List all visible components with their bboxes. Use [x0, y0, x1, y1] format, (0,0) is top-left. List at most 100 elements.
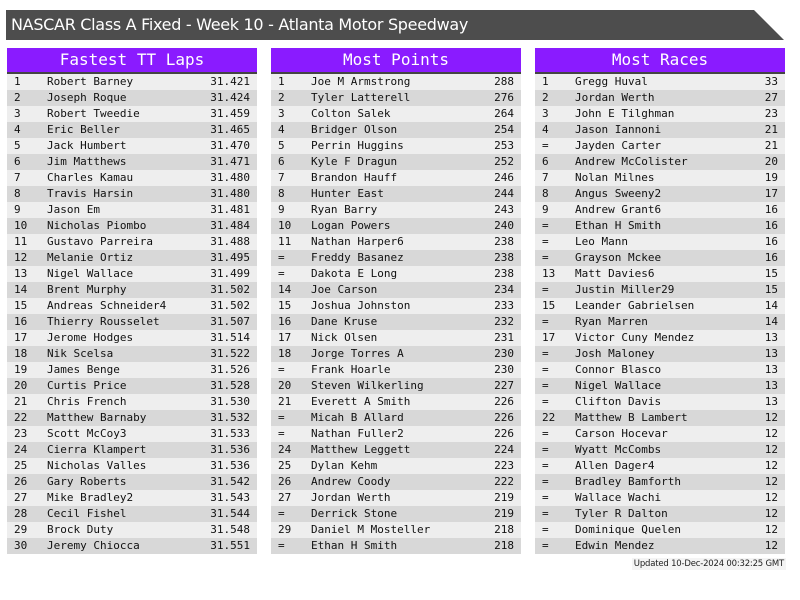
table-row: = Edwin Mendez 12 — [535, 538, 785, 554]
value-cell: 238 — [494, 235, 514, 248]
table-row: 6 Jim Matthews 31.471 — [7, 154, 257, 170]
rank-cell: 30 — [14, 539, 28, 552]
name-cell: Jordan Werth — [575, 91, 655, 104]
name-cell: Allen Dager4 — [575, 459, 655, 472]
rank-cell: 9 — [278, 203, 285, 216]
name-cell: Nicholas Valles — [47, 459, 147, 472]
value-cell: 244 — [494, 187, 514, 200]
value-cell: 31.533 — [210, 427, 250, 440]
rank-cell: 3 — [14, 107, 21, 120]
name-cell: Micah B Allard — [311, 411, 404, 424]
rank-cell: 21 — [14, 395, 28, 408]
name-cell: Cierra Klampert — [47, 443, 147, 456]
value-cell: 12 — [764, 539, 778, 552]
value-cell: 15 — [764, 267, 778, 280]
name-cell: Ryan Barry — [311, 203, 378, 216]
value-cell: 233 — [494, 299, 514, 312]
value-cell: 31.526 — [210, 363, 250, 376]
name-cell: Logan Powers — [311, 219, 391, 232]
rank-cell: 2 — [278, 91, 285, 104]
rank-cell: = — [278, 411, 285, 424]
table-row: 7 Nolan Milnes 19 — [535, 170, 785, 186]
table-row: 21 Everett A Smith 226 — [271, 394, 521, 410]
name-cell: Jason Iannoni — [575, 123, 662, 136]
table-row: 6 Andrew McColister 20 — [535, 154, 785, 170]
table-row: 21 Chris French 31.530 — [7, 394, 257, 410]
value-cell: 31.543 — [210, 491, 250, 504]
table-row: 12 Melanie Ortiz 31.495 — [7, 250, 257, 266]
table-row: = Connor Blasco 13 — [535, 362, 785, 378]
value-cell: 13 — [764, 347, 778, 360]
table-row: 15 Leander Gabrielsen 14 — [535, 298, 785, 314]
value-cell: 31.522 — [210, 347, 250, 360]
name-cell: Brock Duty — [47, 523, 114, 536]
name-cell: Everett A Smith — [311, 395, 411, 408]
rank-cell: = — [542, 219, 549, 232]
rank-cell: = — [542, 395, 549, 408]
table-row: = Micah B Allard 226 — [271, 410, 521, 426]
value-cell: 231 — [494, 331, 514, 344]
name-cell: Bridger Olson — [311, 123, 398, 136]
table-row: 5 Perrin Huggins 253 — [271, 138, 521, 154]
table-row: 16 Thierry Rousselet 31.507 — [7, 314, 257, 330]
rank-cell: 23 — [14, 427, 28, 440]
page-title: NASCAR Class A Fixed - Week 10 - Atlanta… — [11, 15, 469, 34]
rank-cell: 13 — [14, 267, 28, 280]
leaderboard-rows: 1 Gregg Huval 33 2 Jordan Werth 27 3 John E Til… — [535, 74, 785, 554]
name-cell: Gustavo Parreira — [47, 235, 153, 248]
name-cell: Perrin Huggins — [311, 139, 404, 152]
name-cell: Matthew Barnaby — [47, 411, 147, 424]
name-cell: Grayson Mckee — [575, 251, 662, 264]
rank-cell: = — [542, 475, 549, 488]
rank-cell: = — [542, 283, 549, 296]
value-cell: 288 — [494, 75, 514, 88]
value-cell: 226 — [494, 395, 514, 408]
name-cell: Nolan Milnes — [575, 171, 655, 184]
name-cell: Matthew Leggett — [311, 443, 411, 456]
table-row: = Tyler R Dalton 12 — [535, 506, 785, 522]
name-cell: Josh Maloney — [575, 347, 655, 360]
table-row: 4 Jason Iannoni 21 — [535, 122, 785, 138]
table-row: 1 Robert Barney 31.421 — [7, 74, 257, 90]
rank-cell: 10 — [278, 219, 292, 232]
name-cell: Dylan Kehm — [311, 459, 378, 472]
value-cell: 20 — [764, 155, 778, 168]
table-row: = Dominique Quelen 12 — [535, 522, 785, 538]
rank-cell: 24 — [14, 443, 28, 456]
name-cell: Steven Wilkerling — [311, 379, 424, 392]
value-cell: 12 — [764, 411, 778, 424]
name-cell: Nigel Wallace — [575, 379, 662, 392]
value-cell: 31.470 — [210, 139, 250, 152]
value-cell: 31.459 — [210, 107, 250, 120]
rank-cell: 19 — [14, 363, 28, 376]
table-row: = Frank Hoarle 230 — [271, 362, 521, 378]
rank-cell: = — [542, 539, 549, 552]
name-cell: Scott McCoy3 — [47, 427, 127, 440]
value-cell: 31.507 — [210, 315, 250, 328]
name-cell: Jason Em — [47, 203, 100, 216]
name-cell: Dane Kruse — [311, 315, 378, 328]
rank-cell: = — [542, 459, 549, 472]
rank-cell: 8 — [14, 187, 21, 200]
name-cell: Joe M Armstrong — [311, 75, 411, 88]
rank-cell: 7 — [542, 171, 549, 184]
name-cell: Nathan Fuller2 — [311, 427, 404, 440]
value-cell: 21 — [764, 123, 778, 136]
name-cell: Frank Hoarle — [311, 363, 391, 376]
table-row: 14 Brent Murphy 31.502 — [7, 282, 257, 298]
name-cell: Jorge Torres A — [311, 347, 404, 360]
table-row: = Justin Miller29 15 — [535, 282, 785, 298]
panel-fastest-tt-laps: Fastest TT Laps 1 Robert Barney 31.421 2 Jos… — [7, 48, 257, 554]
table-row: 9 Jason Em 31.481 — [7, 202, 257, 218]
value-cell: 219 — [494, 507, 514, 520]
name-cell: Nik Scelsa — [47, 347, 114, 360]
rank-cell: = — [278, 539, 285, 552]
table-row: 26 Gary Roberts 31.542 — [7, 474, 257, 490]
rank-cell: 26 — [278, 475, 292, 488]
rank-cell: = — [542, 379, 549, 392]
value-cell: 226 — [494, 411, 514, 424]
rank-cell: 5 — [278, 139, 285, 152]
rank-cell: 3 — [278, 107, 285, 120]
table-row: = Freddy Basanez 238 — [271, 250, 521, 266]
name-cell: Melanie Ortiz — [47, 251, 134, 264]
